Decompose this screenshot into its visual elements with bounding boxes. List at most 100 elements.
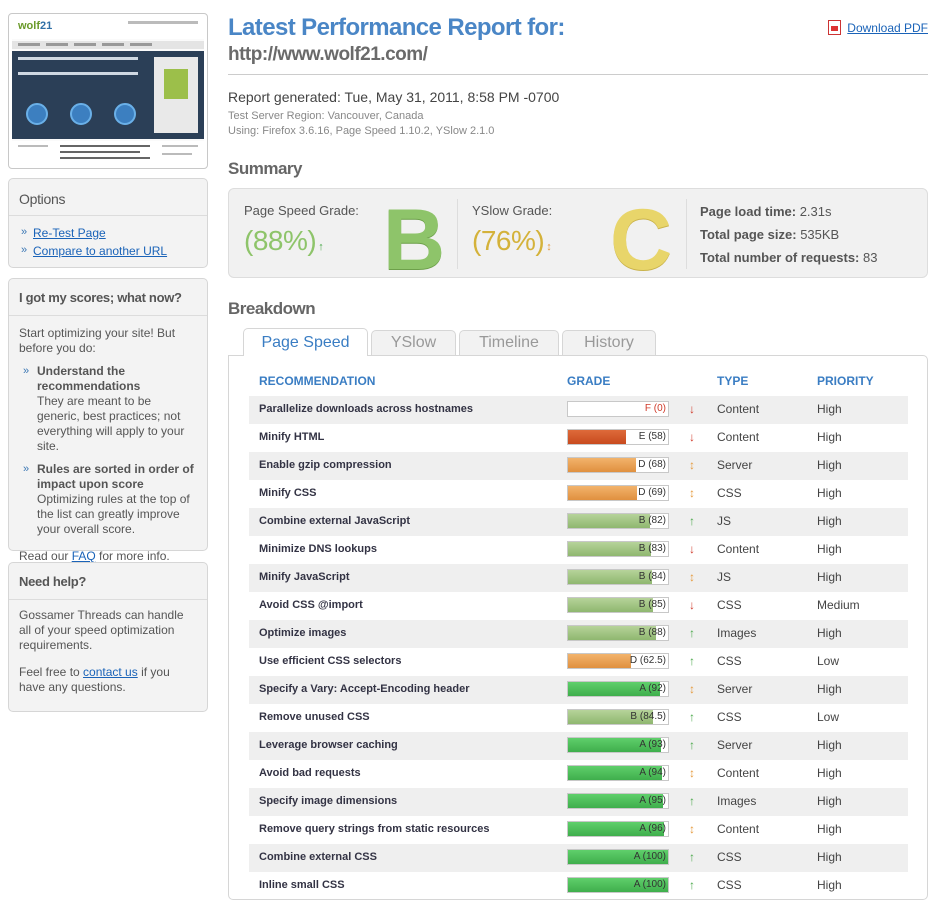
- grade-label: D (68): [638, 459, 666, 470]
- column-recommendation[interactable]: RECOMMENDATION: [259, 374, 376, 388]
- table-row[interactable]: Parallelize downloads across hostnames F …: [249, 396, 908, 424]
- recommendation-type: Server: [717, 682, 753, 696]
- table-row[interactable]: Combine external CSS A (100) ↑ CSS High: [249, 844, 908, 872]
- thumbnail-hero: [12, 51, 204, 139]
- total-requests: Total number of requests: 83: [700, 250, 878, 265]
- trend-up-icon: ↑: [689, 794, 695, 808]
- recommendation-name[interactable]: Optimize images: [259, 627, 347, 639]
- faq-link[interactable]: FAQ: [71, 549, 96, 563]
- grade-bar: D (68): [567, 457, 669, 473]
- recommendation-name[interactable]: Leverage browser caching: [259, 739, 398, 751]
- download-pdf-link[interactable]: Download PDF: [828, 20, 928, 35]
- need-help-divider: [9, 599, 207, 600]
- table-row[interactable]: Inline small CSS A (100) ↑ CSS High: [249, 872, 908, 900]
- grade-bar: B (82): [567, 513, 669, 529]
- table-row[interactable]: Minify CSS D (69) ↕ CSS High: [249, 480, 908, 508]
- grade-label: D (62.5): [629, 655, 666, 666]
- need-help-title: Need help?: [19, 574, 87, 589]
- trend-flat-icon: ↕: [689, 458, 695, 472]
- recommendation-name[interactable]: Avoid CSS @import: [259, 599, 363, 611]
- grade-bar: B (84): [567, 569, 669, 585]
- breakdown-table: RECOMMENDATION GRADE TYPE PRIORITY Paral…: [228, 355, 928, 900]
- tab-timeline[interactable]: Timeline: [459, 330, 559, 355]
- grade-label: A (100): [633, 851, 666, 862]
- table-row[interactable]: Enable gzip compression D (68) ↕ Server High: [249, 452, 908, 480]
- grade-bar-fill: [568, 794, 663, 808]
- column-type[interactable]: TYPE: [717, 374, 749, 388]
- grade-bar-fill: [568, 682, 660, 696]
- grade-bar-fill: [568, 850, 668, 864]
- page-load-time: Page load time: 2.31s: [700, 204, 832, 219]
- recommendation-rows: Parallelize downloads across hostnames F …: [249, 396, 908, 900]
- retest-page-link[interactable]: Re-Test Page: [21, 226, 197, 240]
- trend-flat-icon: ↕: [689, 822, 695, 836]
- compare-url-link[interactable]: Compare to another URL: [21, 244, 197, 258]
- grade-bar: B (83): [567, 541, 669, 557]
- recommendation-name[interactable]: Minimize DNS lookups: [259, 543, 377, 555]
- recommendation-name[interactable]: Remove unused CSS: [259, 711, 370, 723]
- thumbnail-content: [12, 141, 204, 165]
- recommendation-priority: High: [817, 682, 842, 696]
- table-row[interactable]: Minify JavaScript B (84) ↕ JS High: [249, 564, 908, 592]
- recommendation-type: Content: [717, 430, 760, 444]
- tab-history[interactable]: History: [562, 330, 656, 355]
- grade-bar: A (94): [567, 765, 669, 781]
- pdf-icon: [828, 20, 842, 35]
- tab-yslow[interactable]: YSlow: [371, 330, 456, 355]
- recommendation-name[interactable]: Use efficient CSS selectors: [259, 655, 402, 667]
- grade-label: A (100): [633, 879, 666, 890]
- scores-help-divider: [9, 315, 207, 316]
- trend-down-icon: ↓: [689, 598, 695, 612]
- recommendation-name[interactable]: Avoid bad requests: [259, 767, 361, 779]
- grade-label: B (88): [638, 627, 666, 638]
- recommendation-name[interactable]: Parallelize downloads across hostnames: [259, 403, 473, 415]
- table-row[interactable]: Remove unused CSS B (84.5) ↑ CSS Low: [249, 704, 908, 732]
- report-url: http://www.wolf21.com/: [228, 44, 428, 65]
- table-row[interactable]: Avoid bad requests A (94) ↕ Content High: [249, 760, 908, 788]
- recommendation-priority: High: [817, 850, 842, 864]
- grade-bar: A (96): [567, 821, 669, 837]
- recommendation-name[interactable]: Minify CSS: [259, 487, 317, 499]
- recommendation-name[interactable]: Inline small CSS: [259, 879, 345, 891]
- recommendation-type: JS: [717, 570, 732, 584]
- grade-bar: D (62.5): [567, 653, 669, 669]
- recommendation-name[interactable]: Combine external CSS: [259, 851, 377, 863]
- tip-understand: Understand the recommendations They are …: [19, 364, 197, 454]
- trend-down-icon: ↓: [689, 402, 695, 416]
- grade-label: B (84.5): [630, 711, 666, 722]
- table-row[interactable]: Minify HTML E (58) ↓ Content High: [249, 424, 908, 452]
- table-row[interactable]: Use efficient CSS selectors D (62.5) ↑ CSS L…: [249, 648, 908, 676]
- tab-page-speed[interactable]: Page Speed: [243, 328, 368, 356]
- contact-us-link[interactable]: contact us: [83, 665, 138, 679]
- table-row[interactable]: Optimize images B (88) ↑ Images High: [249, 620, 908, 648]
- summary-divider-2: [686, 199, 687, 269]
- site-thumbnail[interactable]: wolf21: [8, 13, 208, 169]
- grade-label: A (96): [639, 823, 666, 834]
- recommendation-name[interactable]: Minify HTML: [259, 431, 325, 443]
- grade-bar-fill: [568, 570, 652, 584]
- table-row[interactable]: Combine external JavaScript B (82) ↑ JS High: [249, 508, 908, 536]
- column-priority[interactable]: PRIORITY: [817, 374, 874, 388]
- grade-label: E (58): [638, 431, 666, 442]
- column-grade[interactable]: GRADE: [567, 374, 611, 388]
- recommendation-type: Images: [717, 626, 757, 640]
- grade-bar-fill: [568, 598, 653, 612]
- table-row[interactable]: Specify image dimensions A (95) ↑ Images Hig…: [249, 788, 908, 816]
- recommendation-name[interactable]: Minify JavaScript: [259, 571, 350, 583]
- table-row[interactable]: Minimize DNS lookups B (83) ↓ Content High: [249, 536, 908, 564]
- grade-bar-fill: [568, 542, 651, 556]
- grade-bar: A (95): [567, 793, 669, 809]
- tip-rules-sorted: Rules are sorted in order of impact upon…: [19, 462, 197, 537]
- trend-down-icon: ↓: [689, 542, 695, 556]
- table-row[interactable]: Remove query strings from static resourc…: [249, 816, 908, 844]
- recommendation-name[interactable]: Specify image dimensions: [259, 795, 398, 807]
- recommendation-name[interactable]: Combine external JavaScript: [259, 515, 411, 527]
- recommendation-name[interactable]: Specify a Vary: Accept-Encoding header: [259, 683, 470, 695]
- table-row[interactable]: Avoid CSS @import B (85) ↓ CSS Medium: [249, 592, 908, 620]
- recommendation-name[interactable]: Remove query strings from static resourc…: [259, 823, 490, 835]
- table-row[interactable]: Specify a Vary: Accept-Encoding header A …: [249, 676, 908, 704]
- recommendation-type: Content: [717, 542, 760, 556]
- table-row[interactable]: Leverage browser caching A (93) ↑ Server Hig…: [249, 732, 908, 760]
- recommendation-name[interactable]: Enable gzip compression: [259, 459, 392, 471]
- grade-label: B (83): [638, 543, 666, 554]
